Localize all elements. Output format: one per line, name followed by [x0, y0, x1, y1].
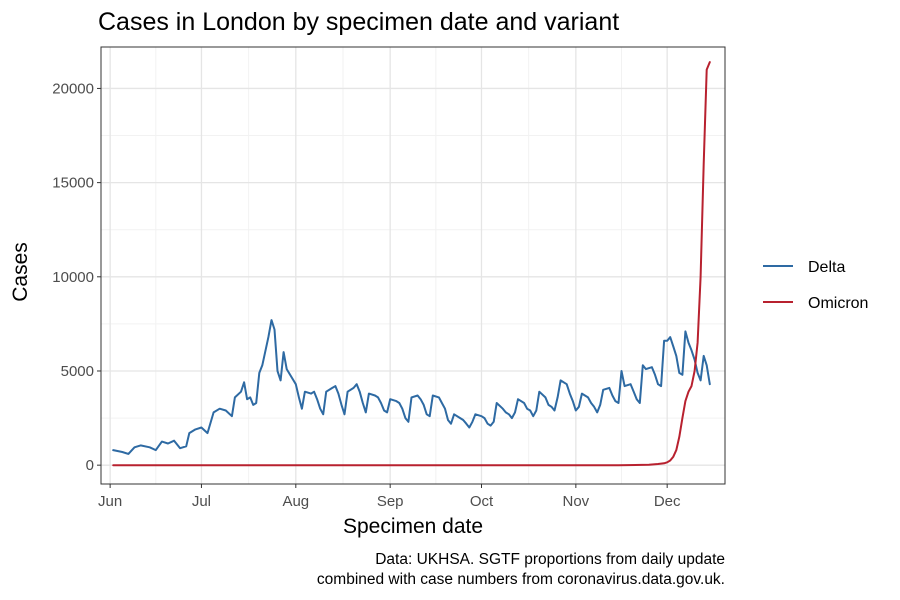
x-tick-label-aug: Aug	[282, 493, 309, 510]
legend: Delta Omicron	[763, 259, 868, 312]
x-tick-label-sep: Sep	[377, 493, 404, 510]
x-tick-label-dec: Dec	[654, 493, 681, 510]
y-axis: 0 5000 10000 15000 20000	[52, 80, 101, 474]
x-tick-label-jul: Jul	[192, 493, 211, 510]
y-tick-label-20000: 20000	[52, 80, 94, 97]
x-axis: Jun Jul Aug Sep Oct Nov Dec	[98, 484, 681, 510]
x-tick-label-jun: Jun	[98, 493, 122, 510]
chart-title: Cases in London by specimen date and var…	[98, 8, 619, 36]
legend-label-delta: Delta	[808, 259, 845, 276]
y-tick-label-15000: 15000	[52, 175, 94, 192]
x-tick-label-oct: Oct	[470, 493, 494, 510]
x-axis-title: Specimen date	[343, 515, 483, 538]
series-layer	[112, 61, 711, 467]
caption-line-2: combined with case numbers from coronavi…	[317, 571, 725, 588]
y-tick-label-5000: 5000	[61, 363, 94, 380]
x-tick-label-nov: Nov	[563, 493, 590, 510]
caption-line-1: Data: UKHSA. SGTF proportions from daily…	[375, 551, 725, 568]
y-axis-title: Cases	[9, 242, 32, 302]
y-tick-label-0: 0	[86, 457, 94, 474]
minor-gridlines	[101, 47, 725, 484]
plot-border	[100, 46, 726, 485]
series-line-omicron	[112, 61, 711, 467]
plot-background	[101, 47, 725, 484]
y-tick-label-10000: 10000	[52, 269, 94, 286]
plot-panel	[100, 46, 726, 485]
series-line-delta	[112, 319, 711, 455]
legend-label-omicron: Omicron	[808, 295, 868, 312]
